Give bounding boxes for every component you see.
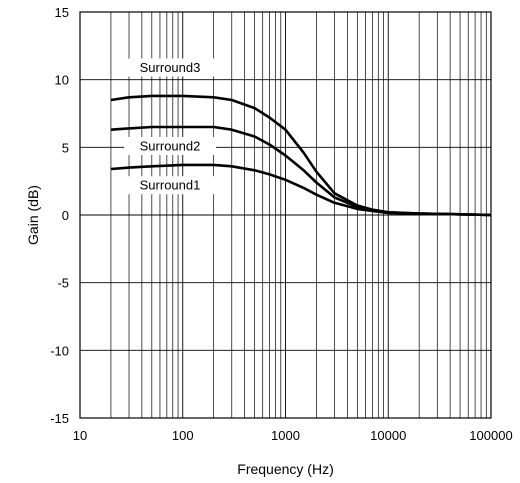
- x-axis-label: Frequency (Hz): [237, 461, 333, 477]
- x-tick-label: 1000: [271, 428, 300, 443]
- y-tick-label: 5: [62, 140, 69, 155]
- y-tick-label: 15: [55, 5, 69, 20]
- plot-frame: [79, 11, 492, 419]
- y-tick-label: -15: [50, 411, 69, 426]
- series-line-surround1: [110, 163, 492, 217]
- x-tick-labels: 10 100 1000 10000 100000: [73, 428, 513, 443]
- series-label: Surround1: [140, 178, 201, 193]
- grid: [80, 12, 491, 418]
- series-label: Surround3: [140, 60, 201, 75]
- y-tick-label: -5: [57, 276, 69, 291]
- x-tick-label: 10000: [370, 428, 406, 443]
- series-line-surround3: [110, 94, 492, 217]
- y-tick-label: 10: [55, 73, 69, 88]
- x-tick-label: 10: [73, 428, 87, 443]
- y-tick-labels: 15 10 5 0 -5 -10 -15: [50, 5, 69, 426]
- y-axis-label: Gain (dB): [25, 185, 41, 245]
- x-tick-label: 100: [172, 428, 194, 443]
- series-label: Surround2: [140, 138, 201, 153]
- series-lines: [110, 94, 492, 217]
- y-tick-label: -10: [50, 343, 69, 358]
- series-labels: Surround3 Surround2 Surround1: [124, 58, 216, 195]
- series-label-background: [124, 136, 216, 155]
- series-label-background: [124, 176, 216, 195]
- series-label-background: [124, 58, 216, 77]
- y-tick-label: 0: [62, 208, 69, 223]
- x-tick-label: 100000: [469, 428, 512, 443]
